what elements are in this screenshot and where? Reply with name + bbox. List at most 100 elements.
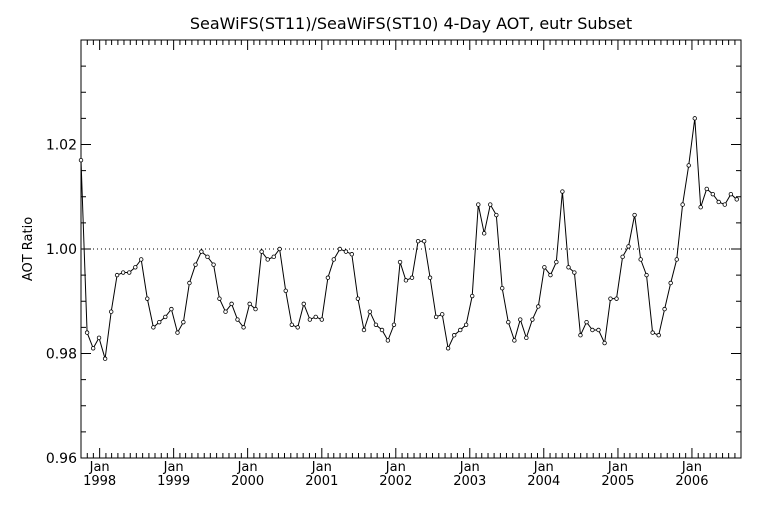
data-point — [114, 272, 120, 278]
data-point — [325, 275, 331, 280]
data-point — [271, 254, 276, 260]
data-point — [620, 254, 625, 260]
data-point — [602, 340, 607, 346]
series-line — [80, 118, 738, 359]
data-point — [578, 333, 583, 338]
data-point — [542, 265, 547, 270]
data-point — [151, 325, 156, 330]
data-point — [175, 330, 180, 335]
data-point — [536, 304, 541, 309]
data-point — [488, 202, 493, 207]
data-point — [337, 246, 343, 252]
x-tick-year-label: 2003 — [453, 474, 486, 489]
data-point — [355, 296, 361, 301]
data-point — [223, 309, 228, 314]
data-point — [644, 272, 649, 278]
data-point — [102, 356, 108, 361]
data-point — [470, 293, 475, 299]
data-point — [728, 191, 734, 197]
data-point — [289, 322, 295, 327]
data-point — [433, 314, 439, 320]
y-tick-label: 0.96 — [46, 451, 77, 467]
data-point — [199, 249, 204, 254]
data-point — [235, 317, 240, 322]
data-point — [704, 186, 709, 192]
data-point — [133, 265, 138, 270]
x-tick-month-label: Jan — [681, 460, 702, 475]
data-point — [500, 285, 505, 291]
x-tick-month-label: Jan — [311, 460, 332, 475]
data-point — [373, 322, 379, 327]
data-point — [229, 301, 234, 307]
plot-frame — [80, 39, 742, 459]
data-point — [710, 191, 716, 197]
data-point — [415, 238, 421, 244]
data-point — [205, 254, 210, 260]
x-tick-month-label: Jan — [89, 460, 110, 475]
data-point — [319, 317, 325, 322]
data-point — [241, 325, 246, 330]
data-series — [78, 116, 739, 361]
y-tick-label: 1.00 — [46, 242, 77, 258]
data-point — [127, 270, 132, 275]
data-point — [84, 330, 90, 335]
x-tick-year-label: 2005 — [601, 474, 634, 489]
x-tick-year-label: 1999 — [157, 474, 190, 489]
data-point — [494, 212, 499, 218]
data-point — [90, 346, 96, 351]
data-point — [686, 163, 691, 168]
data-point — [427, 275, 433, 280]
x-tick-month-label: Jan — [163, 460, 184, 475]
data-point — [626, 244, 631, 249]
data-point — [572, 270, 577, 275]
data-point — [698, 204, 703, 210]
data-point — [506, 319, 511, 325]
data-point — [596, 327, 601, 333]
data-point — [120, 270, 126, 275]
data-point — [301, 301, 306, 307]
data-point — [518, 317, 523, 322]
data-point — [608, 296, 613, 301]
data-point — [632, 212, 637, 218]
data-point — [590, 327, 595, 333]
data-point — [734, 197, 739, 202]
data-point — [512, 338, 517, 343]
x-tick-year-label: 2004 — [527, 474, 560, 489]
data-point — [145, 296, 150, 301]
x-axis: Jan1998Jan1999Jan2000Jan2001Jan2002Jan20… — [80, 40, 736, 489]
data-point — [476, 202, 481, 207]
data-point — [78, 157, 84, 163]
y-axis-label: AOT Ratio — [21, 217, 36, 281]
data-point — [403, 278, 409, 283]
data-point — [217, 296, 222, 301]
x-tick-month-label: Jan — [385, 460, 406, 475]
data-point — [265, 257, 270, 262]
x-tick-month-label: Jan — [237, 460, 258, 475]
data-point — [650, 330, 655, 335]
data-point — [169, 306, 174, 312]
data-point — [193, 262, 198, 267]
data-point — [163, 314, 168, 320]
data-point — [181, 319, 186, 325]
data-point — [211, 262, 216, 267]
data-point — [692, 116, 697, 121]
data-point — [614, 296, 619, 301]
data-point — [554, 259, 559, 265]
x-tick-year-label: 2000 — [231, 474, 264, 489]
data-point — [716, 199, 721, 205]
data-point — [109, 309, 114, 314]
x-tick-year-label: 1998 — [83, 474, 116, 489]
data-point — [307, 317, 313, 322]
data-point — [445, 346, 451, 351]
data-point — [253, 306, 258, 312]
chart-title: SeaWiFS(ST11)/SeaWiFS(ST10) 4-Day AOT, e… — [190, 14, 632, 33]
data-point — [451, 333, 457, 338]
data-point — [662, 306, 667, 312]
data-point — [481, 231, 487, 236]
data-point — [139, 257, 144, 262]
x-tick-year-label: 2006 — [675, 474, 708, 489]
data-point — [391, 322, 397, 327]
data-point — [440, 312, 445, 317]
data-point — [343, 249, 349, 254]
